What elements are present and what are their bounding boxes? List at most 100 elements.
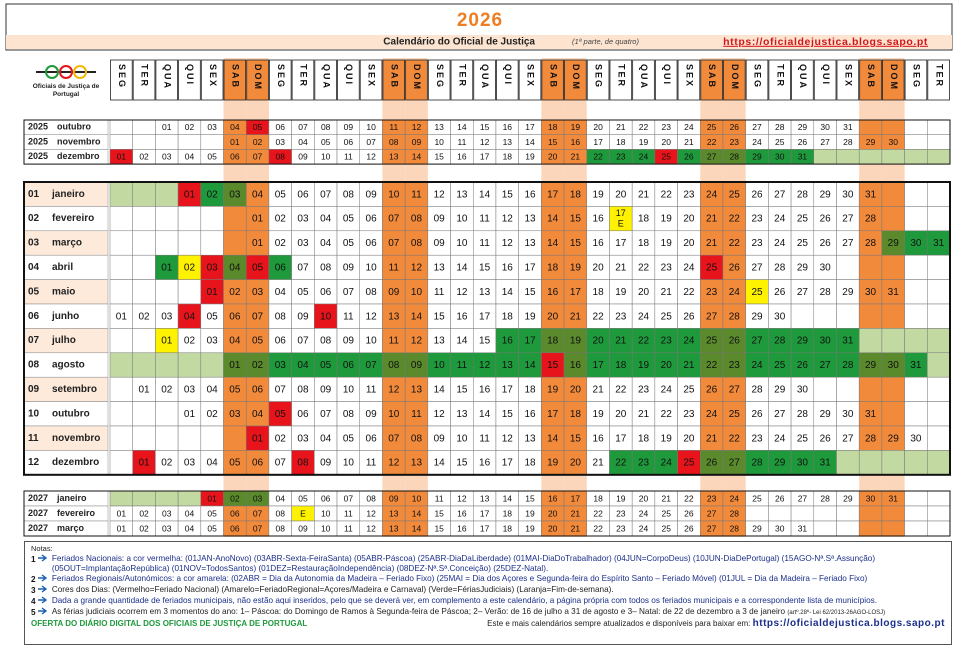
day-number: 08 bbox=[411, 433, 423, 444]
day-number: 07 bbox=[388, 238, 400, 249]
day-cell bbox=[200, 352, 224, 378]
note-text: Dada a grande quantidade de feriados mun… bbox=[52, 596, 877, 607]
day-cell bbox=[881, 303, 905, 329]
day-number: 04 bbox=[252, 189, 264, 200]
day-number: 30 bbox=[775, 152, 785, 162]
weekday-cell bbox=[881, 59, 905, 101]
day-number: 27 bbox=[706, 311, 718, 322]
day-cell bbox=[132, 254, 156, 280]
header-url[interactable]: https://oficialdejustica.blogs.sapo.pt bbox=[723, 36, 928, 48]
day-number: 21 bbox=[571, 523, 581, 533]
day-number: 14 bbox=[525, 137, 535, 147]
day-number: 09 bbox=[388, 287, 400, 298]
day-number: 25 bbox=[683, 458, 695, 469]
day-number: 26 bbox=[706, 385, 718, 396]
day-cell bbox=[881, 254, 905, 280]
day-number: 14 bbox=[456, 263, 468, 274]
day-number: 22 bbox=[593, 523, 603, 533]
day-number: 06 bbox=[229, 311, 241, 322]
day-cell bbox=[927, 450, 951, 476]
day-number: 15 bbox=[502, 189, 514, 200]
day-cell bbox=[904, 520, 928, 537]
day-number: 07 bbox=[275, 458, 287, 469]
day-number: 23 bbox=[751, 214, 763, 225]
day-number: 18 bbox=[615, 360, 627, 371]
weekday-label: TER bbox=[616, 64, 626, 88]
day-number: 10 bbox=[343, 458, 355, 469]
note-number: 2 bbox=[31, 574, 48, 585]
day-cell bbox=[109, 352, 133, 378]
day-number: 15 bbox=[434, 311, 446, 322]
day-number: 10 bbox=[366, 122, 376, 132]
day-number: 19 bbox=[525, 508, 535, 518]
day-number: 30 bbox=[820, 336, 832, 347]
day-cell bbox=[109, 279, 133, 305]
month-name: agosto bbox=[52, 360, 85, 371]
footer-url[interactable]: https://oficialdejustica.blogs.sapo.pt bbox=[752, 618, 945, 629]
day-number: 26 bbox=[729, 336, 741, 347]
day-number: 23 bbox=[661, 336, 673, 347]
day-number: 21 bbox=[593, 458, 605, 469]
day-number: 08 bbox=[297, 385, 309, 396]
day-number: 13 bbox=[524, 433, 536, 444]
day-number: 12 bbox=[388, 385, 400, 396]
day-number: 02 bbox=[161, 458, 173, 469]
day-cell bbox=[927, 254, 951, 280]
day-cell bbox=[132, 401, 156, 427]
note: 4 Dada a grande quantidade de feriados m… bbox=[31, 596, 945, 607]
month-name: março bbox=[52, 238, 82, 249]
day-cell bbox=[132, 181, 156, 207]
day-number: 03 bbox=[229, 409, 241, 420]
weekday-label: SAB bbox=[866, 64, 876, 89]
day-number: 06 bbox=[366, 433, 378, 444]
note: 1 Feriados Nacionais: a cor vermelha: (0… bbox=[31, 554, 945, 574]
weekday-label: SAB bbox=[389, 64, 399, 89]
day-number: 15 bbox=[547, 360, 559, 371]
day-cell bbox=[177, 352, 202, 378]
calendar: 2026 Calendário do Oficial de Justiça (1… bbox=[5, 3, 953, 537]
day-number: 25 bbox=[797, 214, 809, 225]
day-number: 03 bbox=[207, 336, 219, 347]
weekday-label: SEX bbox=[367, 64, 377, 88]
month-prefix: 2027 bbox=[28, 508, 48, 518]
day-number: 19 bbox=[639, 137, 649, 147]
download: Este e mais calendários sempre atualizad… bbox=[487, 619, 945, 629]
day-cell bbox=[927, 181, 951, 207]
day-number: 25 bbox=[706, 263, 718, 274]
day-number: 28 bbox=[751, 385, 763, 396]
day-number: 12 bbox=[412, 122, 422, 132]
day-cell bbox=[177, 134, 202, 150]
day-number: 11 bbox=[344, 152, 353, 162]
day-number: 29 bbox=[774, 458, 786, 469]
day-number: 22 bbox=[729, 238, 741, 249]
day-number: 12 bbox=[502, 238, 514, 249]
day-number: 25 bbox=[661, 508, 671, 518]
day-number: 22 bbox=[593, 311, 605, 322]
day-number: 08 bbox=[411, 214, 423, 225]
day-number: 12 bbox=[366, 311, 378, 322]
day-number: 23 bbox=[616, 523, 626, 533]
day-number: 01 bbox=[207, 493, 217, 503]
day-cell bbox=[109, 328, 133, 354]
day-number: 14 bbox=[456, 336, 468, 347]
day-number: 11 bbox=[411, 189, 422, 200]
day-cell bbox=[223, 230, 247, 256]
day-number: 24 bbox=[638, 311, 650, 322]
day-number: 20 bbox=[683, 238, 695, 249]
day-number: 04 bbox=[297, 360, 309, 371]
day-number: 20 bbox=[570, 385, 582, 396]
month-name: março bbox=[57, 523, 85, 533]
day-number: 20 bbox=[661, 360, 673, 371]
weekday-cell bbox=[700, 59, 723, 101]
day-cell bbox=[836, 520, 860, 537]
day-number: 03 bbox=[162, 508, 172, 518]
day-number: 08 bbox=[389, 137, 399, 147]
day-number: 27 bbox=[798, 493, 808, 503]
day-number: 05 bbox=[343, 214, 355, 225]
weekday-label: QUI bbox=[821, 64, 831, 86]
day-number: 16 bbox=[593, 238, 605, 249]
day-number: 25 bbox=[661, 311, 673, 322]
day-number: 25 bbox=[774, 360, 786, 371]
day-number: 16 bbox=[503, 122, 513, 132]
day-number: 17 bbox=[480, 523, 490, 533]
